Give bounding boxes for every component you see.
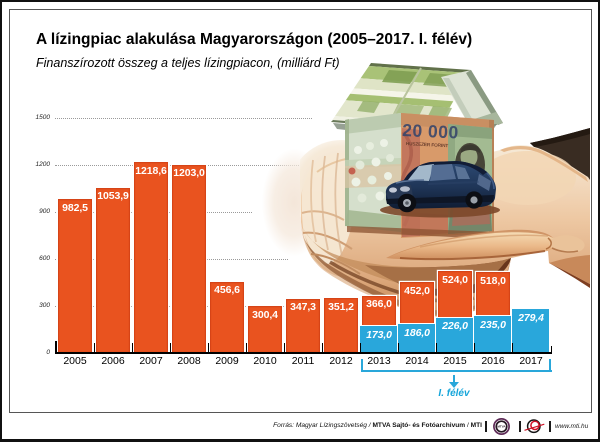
svg-text:HUSZEZER FORINT: HUSZEZER FORINT (406, 141, 449, 148)
svg-text:MTVA: MTVA (497, 425, 506, 429)
svg-text:HUSZEZER FORINT: HUSZEZER FORINT (406, 141, 449, 148)
svg-text:20 000: 20 000 (402, 120, 459, 142)
